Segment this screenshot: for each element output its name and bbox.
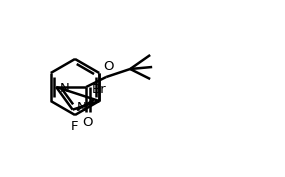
Text: O: O	[83, 116, 93, 129]
Text: N: N	[77, 101, 86, 114]
Text: O: O	[103, 60, 113, 73]
Text: N: N	[60, 81, 70, 95]
Text: F: F	[71, 120, 79, 133]
Text: Br: Br	[92, 83, 107, 96]
